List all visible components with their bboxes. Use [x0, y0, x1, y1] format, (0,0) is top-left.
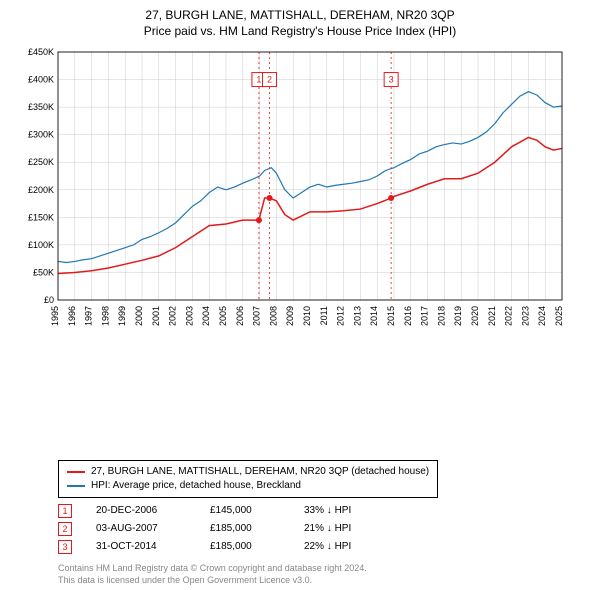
sale-marker: 2: [58, 522, 72, 536]
title-sub: Price paid vs. HM Land Registry's House …: [12, 24, 588, 38]
svg-text:3: 3: [389, 75, 394, 85]
svg-text:1: 1: [256, 75, 261, 85]
svg-text:2010: 2010: [302, 306, 312, 326]
legend-label: HPI: Average price, detached house, Brec…: [91, 479, 301, 493]
sale-price: £185,000: [210, 538, 280, 556]
svg-text:2000: 2000: [134, 306, 144, 326]
svg-text:1998: 1998: [100, 306, 110, 326]
svg-text:2012: 2012: [336, 306, 346, 326]
legend-swatch: [67, 471, 85, 473]
svg-text:2004: 2004: [201, 306, 211, 326]
svg-text:£100K: £100K: [28, 240, 54, 250]
line-chart: £0 £50K £100K £150K £200K £250K £300K £350K £400…: [12, 44, 572, 344]
svg-text:2019: 2019: [453, 306, 463, 326]
svg-text:£250K: £250K: [28, 157, 54, 167]
svg-text:2025: 2025: [554, 306, 564, 326]
sale-marker: 3: [58, 540, 72, 554]
sales-row: 1 20-DEC-2006 £145,000 33% ↓ HPI: [58, 502, 588, 520]
title-block: 27, BURGH LANE, MATTISHALL, DEREHAM, NR2…: [12, 8, 588, 38]
svg-text:2013: 2013: [352, 306, 362, 326]
sale-pct: 22% ↓ HPI: [304, 538, 384, 556]
sales-table: 1 20-DEC-2006 £145,000 33% ↓ HPI 2 03-AUG-200…: [58, 502, 588, 556]
attribution: Contains HM Land Registry data © Crown c…: [58, 562, 588, 586]
svg-text:£50K: £50K: [33, 267, 54, 277]
svg-text:2020: 2020: [470, 306, 480, 326]
svg-text:2009: 2009: [285, 306, 295, 326]
sale-pct: 21% ↓ HPI: [304, 520, 384, 538]
legend-item: 27, BURGH LANE, MATTISHALL, DEREHAM, NR2…: [67, 465, 429, 479]
svg-text:2006: 2006: [235, 306, 245, 326]
sale-date: 31-OCT-2014: [96, 538, 186, 556]
svg-text:1996: 1996: [67, 306, 77, 326]
svg-text:1999: 1999: [117, 306, 127, 326]
svg-text:£300K: £300K: [28, 130, 54, 140]
chart-container: 27, BURGH LANE, MATTISHALL, DEREHAM, NR2…: [0, 0, 600, 590]
title-main: 27, BURGH LANE, MATTISHALL, DEREHAM, NR2…: [12, 8, 588, 22]
svg-text:£0: £0: [44, 295, 54, 305]
svg-text:2005: 2005: [218, 306, 228, 326]
sales-row: 2 03-AUG-2007 £185,000 21% ↓ HPI: [58, 520, 588, 538]
svg-text:£200K: £200K: [28, 185, 54, 195]
svg-text:2003: 2003: [184, 306, 194, 326]
legend-swatch: [67, 485, 85, 487]
svg-text:£400K: £400K: [28, 75, 54, 85]
attribution-line-2: This data is licensed under the Open Gov…: [58, 574, 588, 586]
svg-text:2015: 2015: [386, 306, 396, 326]
legend: 27, BURGH LANE, MATTISHALL, DEREHAM, NR2…: [58, 460, 438, 498]
legend-label: 27, BURGH LANE, MATTISHALL, DEREHAM, NR2…: [91, 465, 429, 479]
sale-price: £145,000: [210, 502, 280, 520]
svg-text:2011: 2011: [319, 306, 329, 325]
svg-text:2016: 2016: [403, 306, 413, 326]
svg-text:£150K: £150K: [28, 212, 54, 222]
svg-text:2017: 2017: [420, 306, 430, 326]
svg-text:2014: 2014: [369, 306, 379, 326]
svg-text:1995: 1995: [50, 306, 60, 326]
svg-text:1997: 1997: [84, 306, 94, 326]
sale-price: £185,000: [210, 520, 280, 538]
svg-text:2: 2: [267, 75, 272, 85]
legend-item: HPI: Average price, detached house, Brec…: [67, 479, 429, 493]
sale-pct: 33% ↓ HPI: [304, 502, 384, 520]
svg-text:2001: 2001: [151, 306, 161, 326]
sale-date: 03-AUG-2007: [96, 520, 186, 538]
svg-text:2023: 2023: [520, 306, 530, 326]
svg-text:2024: 2024: [537, 306, 547, 326]
sale-marker: 1: [58, 504, 72, 518]
svg-text:2022: 2022: [504, 306, 514, 326]
svg-text:2008: 2008: [268, 306, 278, 326]
sales-row: 3 31-OCT-2014 £185,000 22% ↓ HPI: [58, 538, 588, 556]
sale-date: 20-DEC-2006: [96, 502, 186, 520]
svg-text:2007: 2007: [252, 306, 262, 326]
chart-area: £0 £50K £100K £150K £200K £250K £300K £350K £400…: [12, 44, 588, 454]
svg-text:£450K: £450K: [28, 47, 54, 57]
svg-text:2021: 2021: [487, 306, 497, 326]
svg-text:£350K: £350K: [28, 102, 54, 112]
svg-text:2002: 2002: [168, 306, 178, 326]
svg-text:2018: 2018: [436, 306, 446, 326]
attribution-line-1: Contains HM Land Registry data © Crown c…: [58, 562, 588, 574]
